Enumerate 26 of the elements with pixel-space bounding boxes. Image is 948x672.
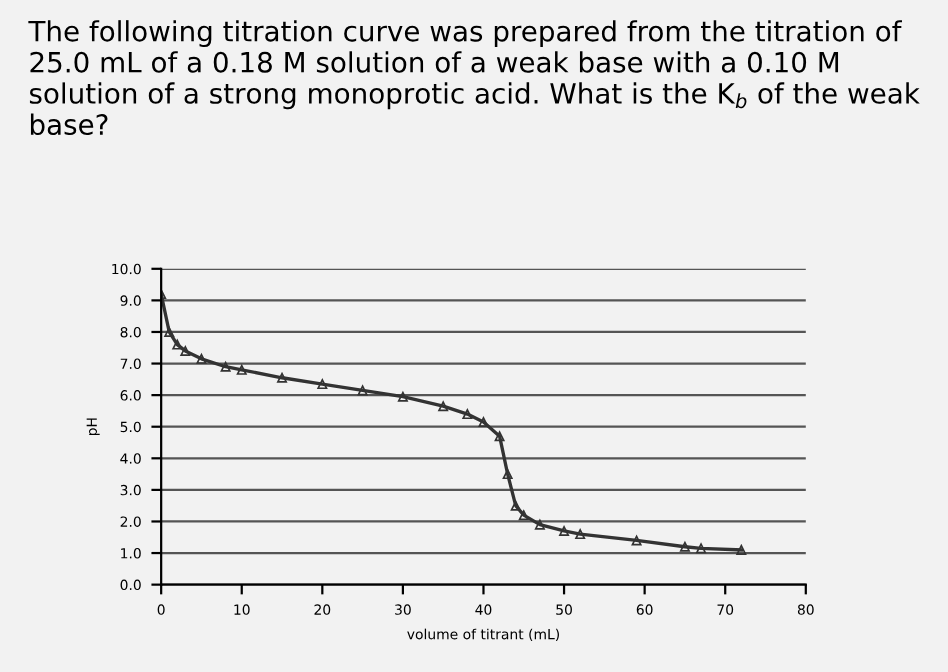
point — [679, 541, 690, 552]
chart-title: The following titration curve was prepared from the titration of 25.0 mL of a 0.18 M solution of a weak base with a 0.10 M solution of a strong monoprotic acid. What is the K$_{b}$ of the weak base? — [28, 20, 920, 136]
point — [518, 510, 529, 521]
point — [462, 409, 473, 420]
point — [277, 372, 288, 383]
point — [172, 339, 183, 350]
point — [510, 500, 521, 511]
point — [180, 345, 191, 356]
point — [220, 361, 231, 372]
point — [559, 525, 570, 536]
point — [575, 529, 586, 540]
line-series — [161, 289, 747, 555]
point — [236, 364, 247, 375]
point — [478, 416, 489, 427]
point — [164, 326, 175, 337]
point — [696, 543, 707, 554]
point — [502, 469, 513, 480]
point — [534, 519, 545, 530]
point — [317, 379, 328, 390]
point — [397, 391, 408, 402]
point — [196, 353, 207, 364]
point — [357, 385, 368, 396]
point — [736, 544, 747, 555]
point — [631, 535, 642, 546]
point — [438, 401, 449, 412]
point — [494, 431, 505, 442]
